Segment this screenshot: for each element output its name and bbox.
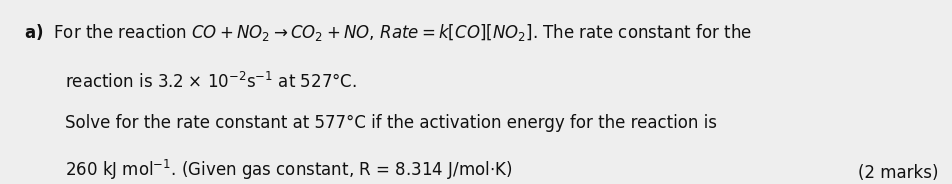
Text: 260 kJ mol$^{-1}$. (Given gas constant, R = 8.314 J/mol$\cdot$K): 260 kJ mol$^{-1}$. (Given gas constant, … xyxy=(65,158,511,182)
Text: (2 marks): (2 marks) xyxy=(858,164,938,182)
Text: $\mathbf{a)}$  For the reaction $\mathit{CO}+\mathit{NO_2}\rightarrow\mathit{CO_: $\mathbf{a)}$ For the reaction $\mathit{… xyxy=(24,22,751,43)
Text: reaction is 3.2 $\times$ 10$^{-2}$s$^{-1}$ at 527°C.: reaction is 3.2 $\times$ 10$^{-2}$s$^{-1… xyxy=(65,72,356,92)
Text: Solve for the rate constant at 577°C if the activation energy for the reaction i: Solve for the rate constant at 577°C if … xyxy=(65,114,716,132)
